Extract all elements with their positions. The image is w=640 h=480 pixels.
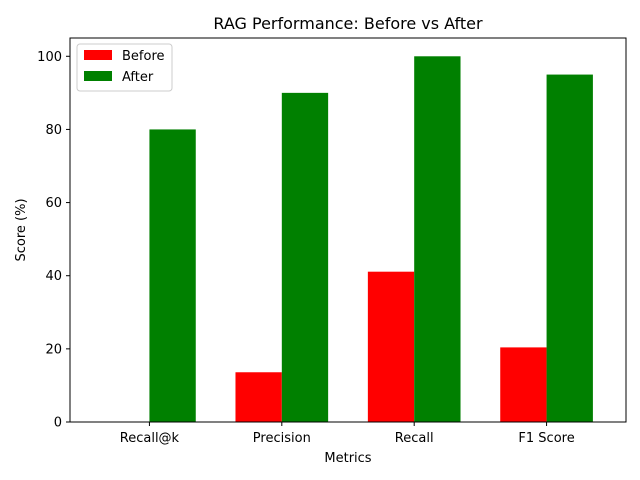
- y-tick-label-3: 60: [45, 196, 62, 211]
- y-tick-label-4: 80: [45, 123, 62, 138]
- legend-swatch-after: [84, 71, 112, 81]
- bar-after-2: [414, 56, 461, 422]
- y-tick-label-1: 20: [45, 342, 62, 357]
- y-tick-label-2: 40: [45, 269, 62, 284]
- bar-before-2: [367, 271, 415, 422]
- bar-after-0: [149, 129, 196, 422]
- x-axis-ticks: Recall@k Precision Recall F1 Score: [120, 422, 575, 446]
- plot-frame: [69, 37, 627, 423]
- bar-after-3: [546, 74, 593, 422]
- x-axis-label: Metrics: [324, 451, 371, 466]
- legend: Before After: [76, 43, 173, 92]
- bar-after-1: [281, 92, 329, 423]
- y-tick-label-5: 100: [37, 50, 62, 65]
- legend-label-before: Before: [122, 49, 165, 64]
- bars-group: [149, 56, 593, 423]
- legend-label-after: After: [122, 70, 154, 85]
- y-axis-ticks: 0 20 40 60 80 100: [37, 50, 70, 431]
- bar-before-1: [235, 372, 282, 422]
- legend-swatch-before: [84, 50, 112, 60]
- chart-title: RAG Performance: Before vs After: [213, 14, 483, 33]
- y-tick-label-0: 0: [54, 416, 62, 431]
- x-tick-label-3: F1 Score: [518, 431, 574, 446]
- x-tick-label-1: Precision: [253, 431, 311, 446]
- x-tick-label-2: Recall: [395, 431, 434, 446]
- bar-before-3: [500, 347, 547, 422]
- x-tick-label-0: Recall@k: [120, 431, 180, 446]
- y-axis-label: Score (%): [14, 198, 29, 261]
